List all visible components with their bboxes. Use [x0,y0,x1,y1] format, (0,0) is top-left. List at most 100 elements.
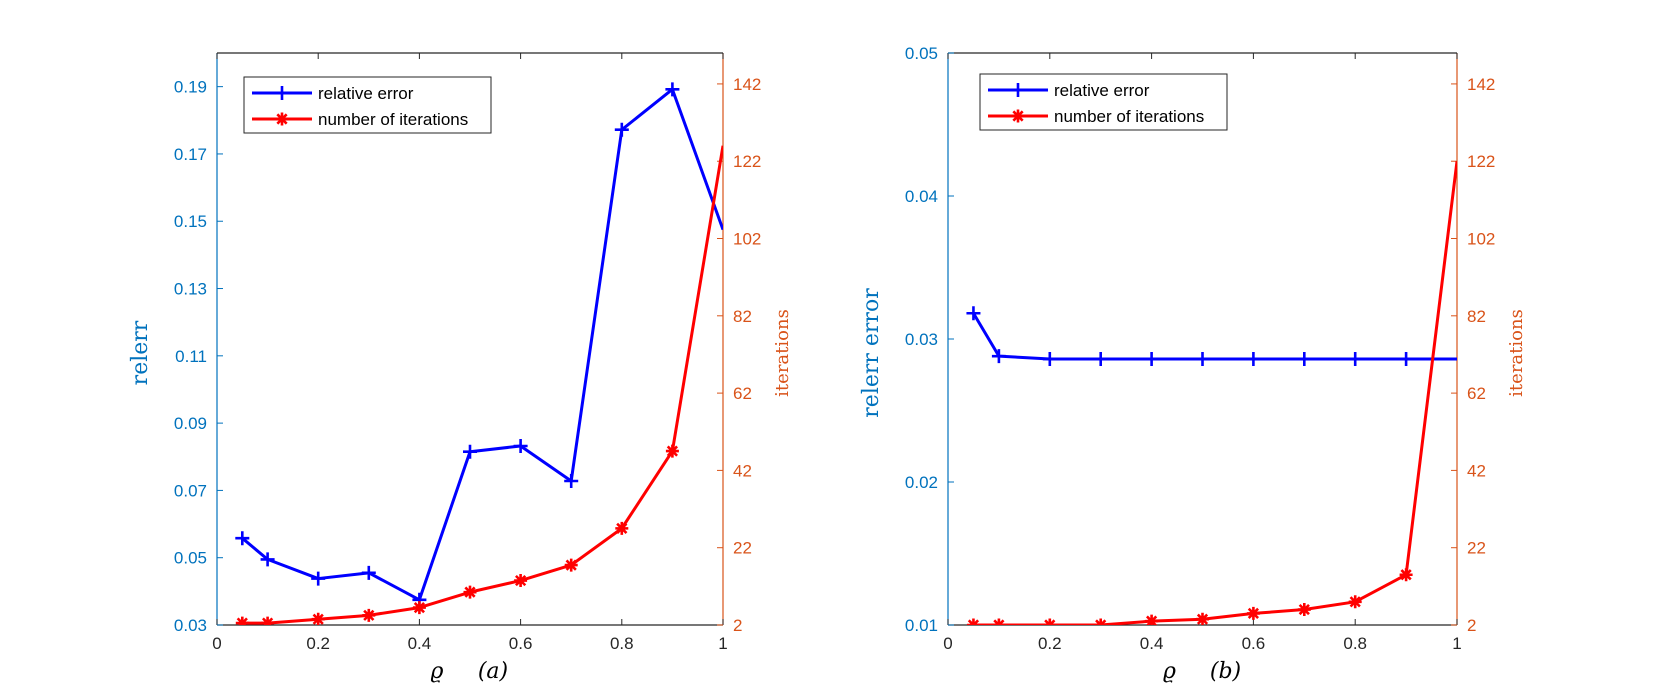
x-tick-label: 1 [1452,634,1461,653]
asterisk-core [278,115,286,123]
data-point [463,585,477,599]
data-point [665,444,679,458]
data-point [261,616,275,625]
asterisk-core [1148,617,1155,625]
asterisk-core [669,447,676,455]
right-y-axis-label: iterations [1506,309,1527,397]
asterisk-core [517,577,524,584]
right-y-axis-label: iterations [772,309,793,397]
x-tick-label: 0.2 [306,634,330,653]
data-point [1094,618,1108,625]
right-y-tick-label: 62 [733,384,752,403]
asterisk-core [1301,606,1308,613]
data-point [1195,352,1210,367]
legend-entry-label: number of iterations [318,110,468,129]
right-y-tick-label: 42 [733,461,752,480]
asterisk-core [1402,571,1410,578]
data-point [311,571,326,586]
x-tick-label: 0.6 [509,634,533,653]
data-point [564,558,578,572]
right-y-tick-label: 2 [1467,616,1476,635]
series-line [972,312,1457,361]
left-y-tick-label: 0.03 [174,616,207,635]
data-point [966,618,980,625]
asterisk-core [1352,598,1359,606]
right-y-tick-label: 42 [1467,461,1486,480]
data-point [513,438,528,453]
asterisk-core [995,621,1003,625]
left-y-tick-label: 0.02 [905,473,938,492]
data-point [235,616,249,625]
data-point [665,82,680,97]
left-y-tick-label: 0.05 [174,549,207,568]
left-y-tick-label: 0.17 [174,145,207,164]
legend-marker [275,112,289,126]
right-y-tick-label: 102 [733,230,761,249]
x-tick-label: 0 [943,634,952,653]
x-axis-label: ϱ [1163,659,1176,684]
panel-a: 0 0.2 0.4 0.6 0.8 1 0.03 0.05 0.07 0.09 0.11 0.13 0.… [128,52,793,684]
asterisk-core [315,616,322,623]
right-y-tick-label: 142 [733,75,761,94]
series-iterations [235,145,723,625]
data-point [615,521,629,535]
data-point [1246,352,1261,367]
left-y-axis-label: relerr error [859,288,884,418]
x-tick-label: 0.2 [1038,634,1062,653]
x-tick-label: 0.8 [1343,634,1367,653]
right-y-tick-label: 82 [733,307,752,326]
right-y-tick-label: 2 [733,616,742,635]
left-y-tick-label: 0.01 [905,616,938,635]
panel-b: 0 0.2 0.4 0.6 0.8 10.010.020.030.040.05222426… [859,44,1527,684]
series-line [242,145,723,625]
left-y-tick-label: 0.11 [175,347,207,366]
series-line [241,87,723,602]
left-y-tick-label: 0.03 [905,330,938,349]
data-point [1348,595,1362,609]
series-line [973,161,1457,625]
data-point [1145,614,1159,625]
series-relative-error [966,306,1457,367]
asterisk-core [466,588,474,596]
data-point [992,618,1006,625]
data-point [362,608,376,622]
data-point [1144,352,1159,367]
left-y-tick-label: 0.13 [174,280,207,299]
legend-entry-label: number of iterations [1054,107,1204,126]
data-point [991,349,1006,364]
data-point [1093,352,1108,367]
right-y-tick-label: 142 [1467,75,1495,94]
data-point [1399,352,1414,367]
legend-entry-label: relative error [318,84,414,103]
asterisk-core [1199,616,1206,623]
right-y-tick-label: 122 [1467,152,1495,171]
asterisk-core [264,619,271,625]
x-tick-label: 0.4 [408,634,432,653]
data-point [412,601,426,615]
asterisk-core [416,604,423,611]
data-point [1043,618,1057,625]
x-tick-label: 0 [212,634,221,653]
asterisk-core [618,525,625,532]
legend-entry-label: relative error [1054,81,1150,100]
asterisk-core [1046,621,1053,625]
right-y-tick-label: 62 [1467,384,1486,403]
asterisk-core [1097,621,1104,625]
data-point [1399,568,1413,582]
data-point [1196,612,1209,625]
data-point [260,552,275,567]
asterisk-core [1014,112,1022,120]
data-point [361,565,376,580]
left-y-tick-label: 0.15 [174,212,207,231]
x-tick-label: 0.8 [610,634,634,653]
asterisk-core [970,621,977,625]
asterisk-core [365,612,372,619]
data-point [966,306,981,321]
legend-marker [1011,83,1025,97]
series-relative-error [235,82,723,607]
left-y-axis-label: relerr [128,320,153,385]
right-y-tick-label: 122 [733,152,761,171]
data-point [463,444,477,459]
series-iterations [966,161,1457,625]
